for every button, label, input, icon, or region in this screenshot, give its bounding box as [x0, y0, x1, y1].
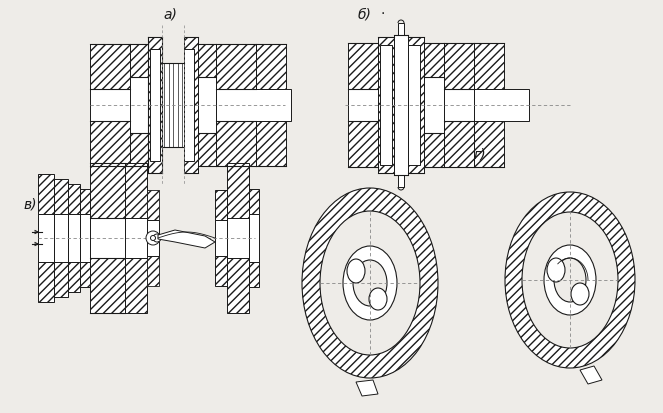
Bar	[198, 133, 216, 166]
Bar	[54, 214, 68, 262]
Bar	[408, 37, 424, 173]
Bar	[198, 44, 216, 77]
Bar	[148, 37, 162, 173]
Bar	[147, 190, 159, 220]
Bar	[256, 121, 286, 166]
Bar	[150, 49, 160, 161]
Bar	[198, 77, 216, 133]
Bar	[54, 262, 68, 297]
Bar	[394, 35, 408, 175]
Bar	[256, 44, 286, 89]
Bar	[348, 43, 378, 89]
Bar	[184, 49, 194, 161]
Ellipse shape	[505, 192, 635, 368]
Bar	[444, 121, 474, 167]
Bar	[215, 220, 227, 256]
Bar	[130, 44, 148, 77]
Bar	[184, 37, 198, 173]
Bar	[227, 258, 249, 313]
Bar	[125, 163, 147, 218]
Bar	[162, 63, 184, 147]
Bar	[125, 218, 147, 258]
Bar	[398, 23, 404, 35]
Bar	[444, 89, 474, 121]
Text: б): б)	[358, 7, 372, 21]
Bar	[90, 258, 125, 313]
Bar	[444, 43, 474, 89]
Bar	[38, 262, 54, 302]
Bar	[38, 174, 54, 214]
Bar	[216, 121, 256, 166]
Circle shape	[146, 231, 160, 245]
Bar	[378, 37, 394, 173]
Bar	[424, 133, 444, 167]
Bar	[54, 179, 68, 214]
Text: a): a)	[163, 7, 177, 21]
Bar	[90, 218, 125, 258]
Bar	[249, 262, 259, 287]
Bar	[216, 44, 256, 89]
Bar	[380, 45, 392, 165]
Ellipse shape	[369, 288, 387, 310]
Bar	[348, 121, 378, 167]
Polygon shape	[356, 380, 378, 396]
Bar	[68, 214, 80, 262]
Bar	[80, 214, 90, 262]
Bar	[474, 89, 529, 121]
Ellipse shape	[343, 246, 397, 320]
Ellipse shape	[544, 245, 596, 315]
Bar	[147, 220, 159, 256]
Bar	[68, 184, 80, 214]
Bar	[80, 189, 90, 214]
Text: ·: ·	[380, 7, 385, 21]
Bar	[130, 133, 148, 166]
Polygon shape	[580, 366, 602, 384]
Bar	[474, 121, 504, 167]
Ellipse shape	[347, 259, 365, 283]
Bar	[424, 43, 444, 77]
Ellipse shape	[522, 212, 618, 348]
Ellipse shape	[571, 283, 589, 305]
Polygon shape	[158, 230, 215, 248]
Bar	[424, 77, 444, 133]
Text: г): г)	[473, 148, 487, 162]
Ellipse shape	[302, 188, 438, 378]
Bar	[38, 214, 54, 262]
Bar	[474, 43, 504, 89]
Bar	[125, 258, 147, 313]
Bar	[80, 262, 90, 287]
Bar	[227, 218, 249, 258]
Bar	[147, 256, 159, 286]
Ellipse shape	[320, 211, 420, 355]
Bar	[215, 190, 227, 220]
Text: в): в)	[23, 198, 36, 212]
Ellipse shape	[547, 258, 565, 282]
Bar	[90, 89, 180, 121]
Bar	[398, 175, 404, 187]
Bar	[348, 89, 378, 121]
Bar	[130, 77, 148, 133]
Bar	[68, 262, 80, 292]
Bar	[216, 89, 291, 121]
Bar	[227, 163, 249, 218]
Bar	[249, 189, 259, 214]
Circle shape	[151, 235, 156, 240]
Bar	[249, 214, 259, 262]
Bar	[90, 44, 130, 89]
Bar	[90, 163, 125, 218]
Ellipse shape	[554, 258, 586, 302]
Circle shape	[153, 234, 161, 242]
Bar	[90, 121, 130, 166]
Bar	[215, 256, 227, 286]
Ellipse shape	[353, 260, 387, 306]
Bar	[408, 45, 420, 165]
